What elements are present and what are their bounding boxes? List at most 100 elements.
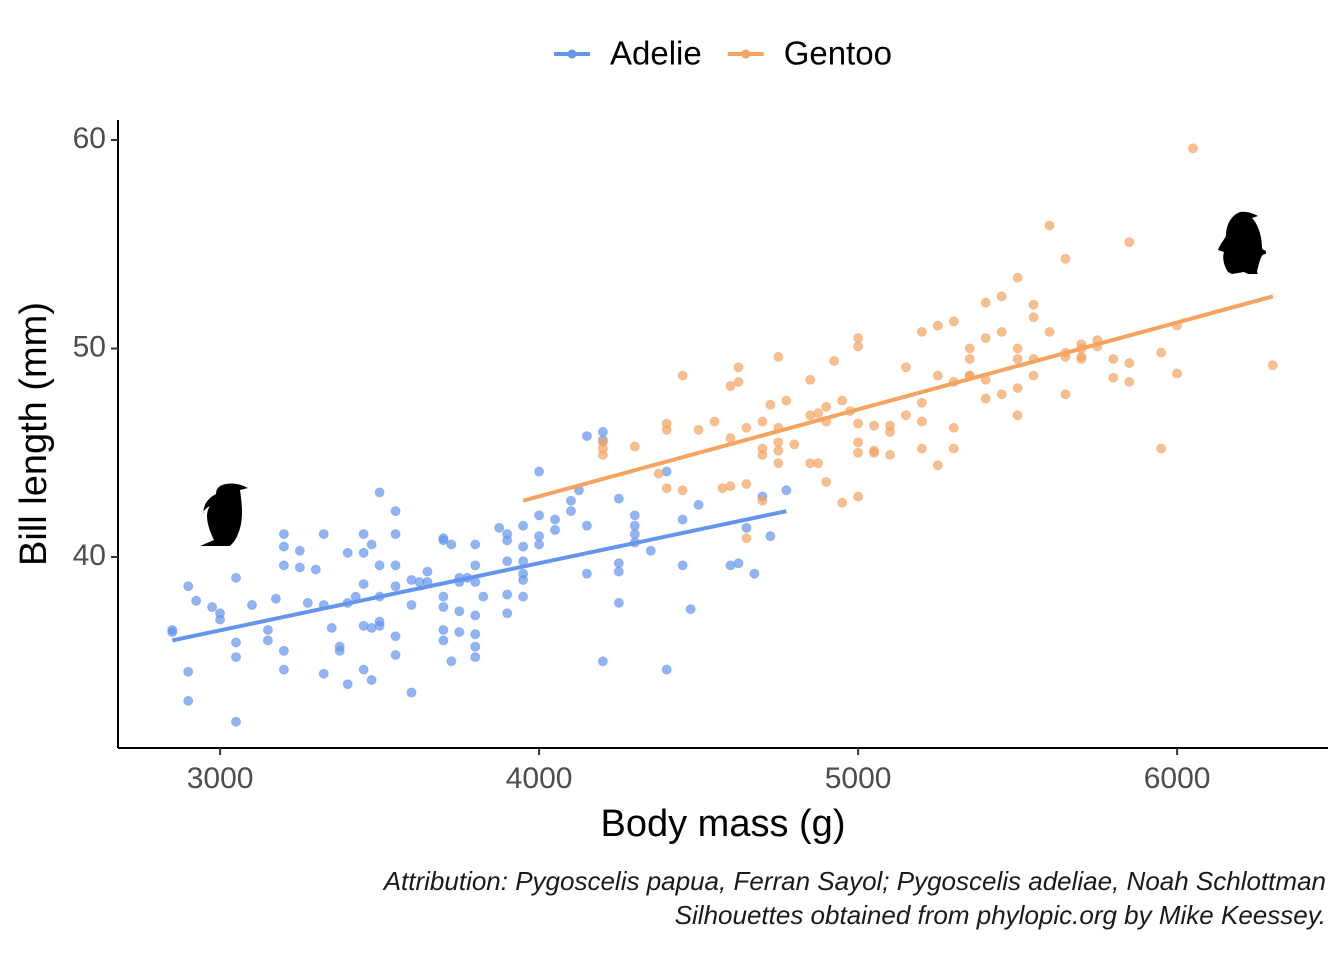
point xyxy=(597,656,608,667)
point xyxy=(406,687,417,698)
point xyxy=(270,593,281,604)
point xyxy=(334,645,345,656)
legend-item: Gentoo xyxy=(727,35,892,72)
point xyxy=(1028,370,1039,381)
point xyxy=(789,439,800,450)
point xyxy=(1012,272,1023,283)
point xyxy=(765,399,776,410)
point xyxy=(948,443,959,454)
point xyxy=(964,343,975,354)
point xyxy=(996,291,1007,302)
point xyxy=(1156,443,1167,454)
point xyxy=(390,529,401,540)
point xyxy=(534,531,545,542)
y-tick-label: 40 xyxy=(73,539,106,572)
point xyxy=(853,418,864,429)
point xyxy=(757,495,768,506)
point xyxy=(231,716,242,727)
point xyxy=(661,483,672,494)
point xyxy=(278,645,289,656)
point xyxy=(741,479,752,490)
point xyxy=(494,522,505,533)
point xyxy=(342,547,353,558)
point xyxy=(613,558,624,569)
point xyxy=(390,650,401,661)
point xyxy=(853,333,864,344)
point xyxy=(374,620,385,631)
point xyxy=(1012,343,1023,354)
point xyxy=(629,529,640,540)
point xyxy=(390,506,401,517)
point xyxy=(885,420,896,431)
point xyxy=(478,591,489,602)
point xyxy=(366,539,377,550)
point xyxy=(550,524,561,535)
point xyxy=(733,558,744,569)
x-tick-label: 5000 xyxy=(825,762,892,795)
caption: Attribution: Pygoscelis papua, Ferran Sa… xyxy=(382,866,1326,896)
point xyxy=(661,424,672,435)
point xyxy=(996,389,1007,400)
point xyxy=(231,572,242,583)
point xyxy=(446,539,457,550)
point xyxy=(597,449,608,460)
point xyxy=(900,362,911,373)
point xyxy=(1188,143,1199,154)
point xyxy=(550,514,561,525)
point xyxy=(534,466,545,477)
point xyxy=(278,560,289,571)
point xyxy=(438,635,449,646)
point xyxy=(470,539,481,550)
point xyxy=(318,668,329,679)
point xyxy=(502,535,513,546)
point xyxy=(374,487,385,498)
point xyxy=(1124,358,1135,369)
point xyxy=(215,608,226,619)
point xyxy=(853,447,864,458)
point xyxy=(629,441,640,452)
point xyxy=(438,535,449,546)
point xyxy=(366,675,377,686)
point xyxy=(821,476,832,487)
point xyxy=(916,397,927,408)
point xyxy=(390,631,401,642)
point xyxy=(693,424,704,435)
point xyxy=(310,564,321,575)
point xyxy=(653,468,664,479)
legend: Adelie Gentoo xyxy=(554,35,892,72)
fit-line xyxy=(171,509,787,643)
point xyxy=(980,297,991,308)
point xyxy=(207,602,218,613)
point xyxy=(757,449,768,460)
point xyxy=(916,416,927,427)
point xyxy=(502,589,513,600)
point xyxy=(1044,220,1055,231)
point xyxy=(342,679,353,690)
point xyxy=(470,610,481,621)
point xyxy=(709,416,720,427)
point xyxy=(932,370,943,381)
point xyxy=(869,420,880,431)
point xyxy=(948,422,959,433)
point xyxy=(885,449,896,460)
point xyxy=(1172,368,1183,379)
point xyxy=(278,529,289,540)
point xyxy=(829,356,840,367)
point xyxy=(916,443,927,454)
point xyxy=(534,510,545,521)
point xyxy=(613,493,624,504)
point xyxy=(629,510,640,521)
y-tick-label: 50 xyxy=(73,330,106,363)
point xyxy=(1076,353,1087,364)
point xyxy=(765,531,776,542)
point xyxy=(948,316,959,327)
point xyxy=(318,529,329,540)
point xyxy=(294,545,305,556)
point xyxy=(757,416,768,427)
point xyxy=(685,604,696,615)
point xyxy=(677,370,688,381)
legend-key-point xyxy=(741,49,751,59)
point xyxy=(853,437,864,448)
point xyxy=(518,541,529,552)
point xyxy=(1060,389,1071,400)
